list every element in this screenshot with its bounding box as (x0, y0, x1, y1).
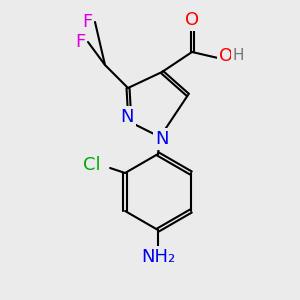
Text: O: O (185, 11, 199, 29)
Text: N: N (155, 130, 169, 148)
Text: NH₂: NH₂ (141, 248, 175, 266)
Text: O: O (219, 47, 233, 65)
Text: F: F (75, 33, 85, 51)
Text: N: N (120, 108, 134, 126)
Text: H: H (232, 49, 244, 64)
Text: F: F (82, 13, 92, 31)
Text: Cl: Cl (83, 156, 101, 174)
